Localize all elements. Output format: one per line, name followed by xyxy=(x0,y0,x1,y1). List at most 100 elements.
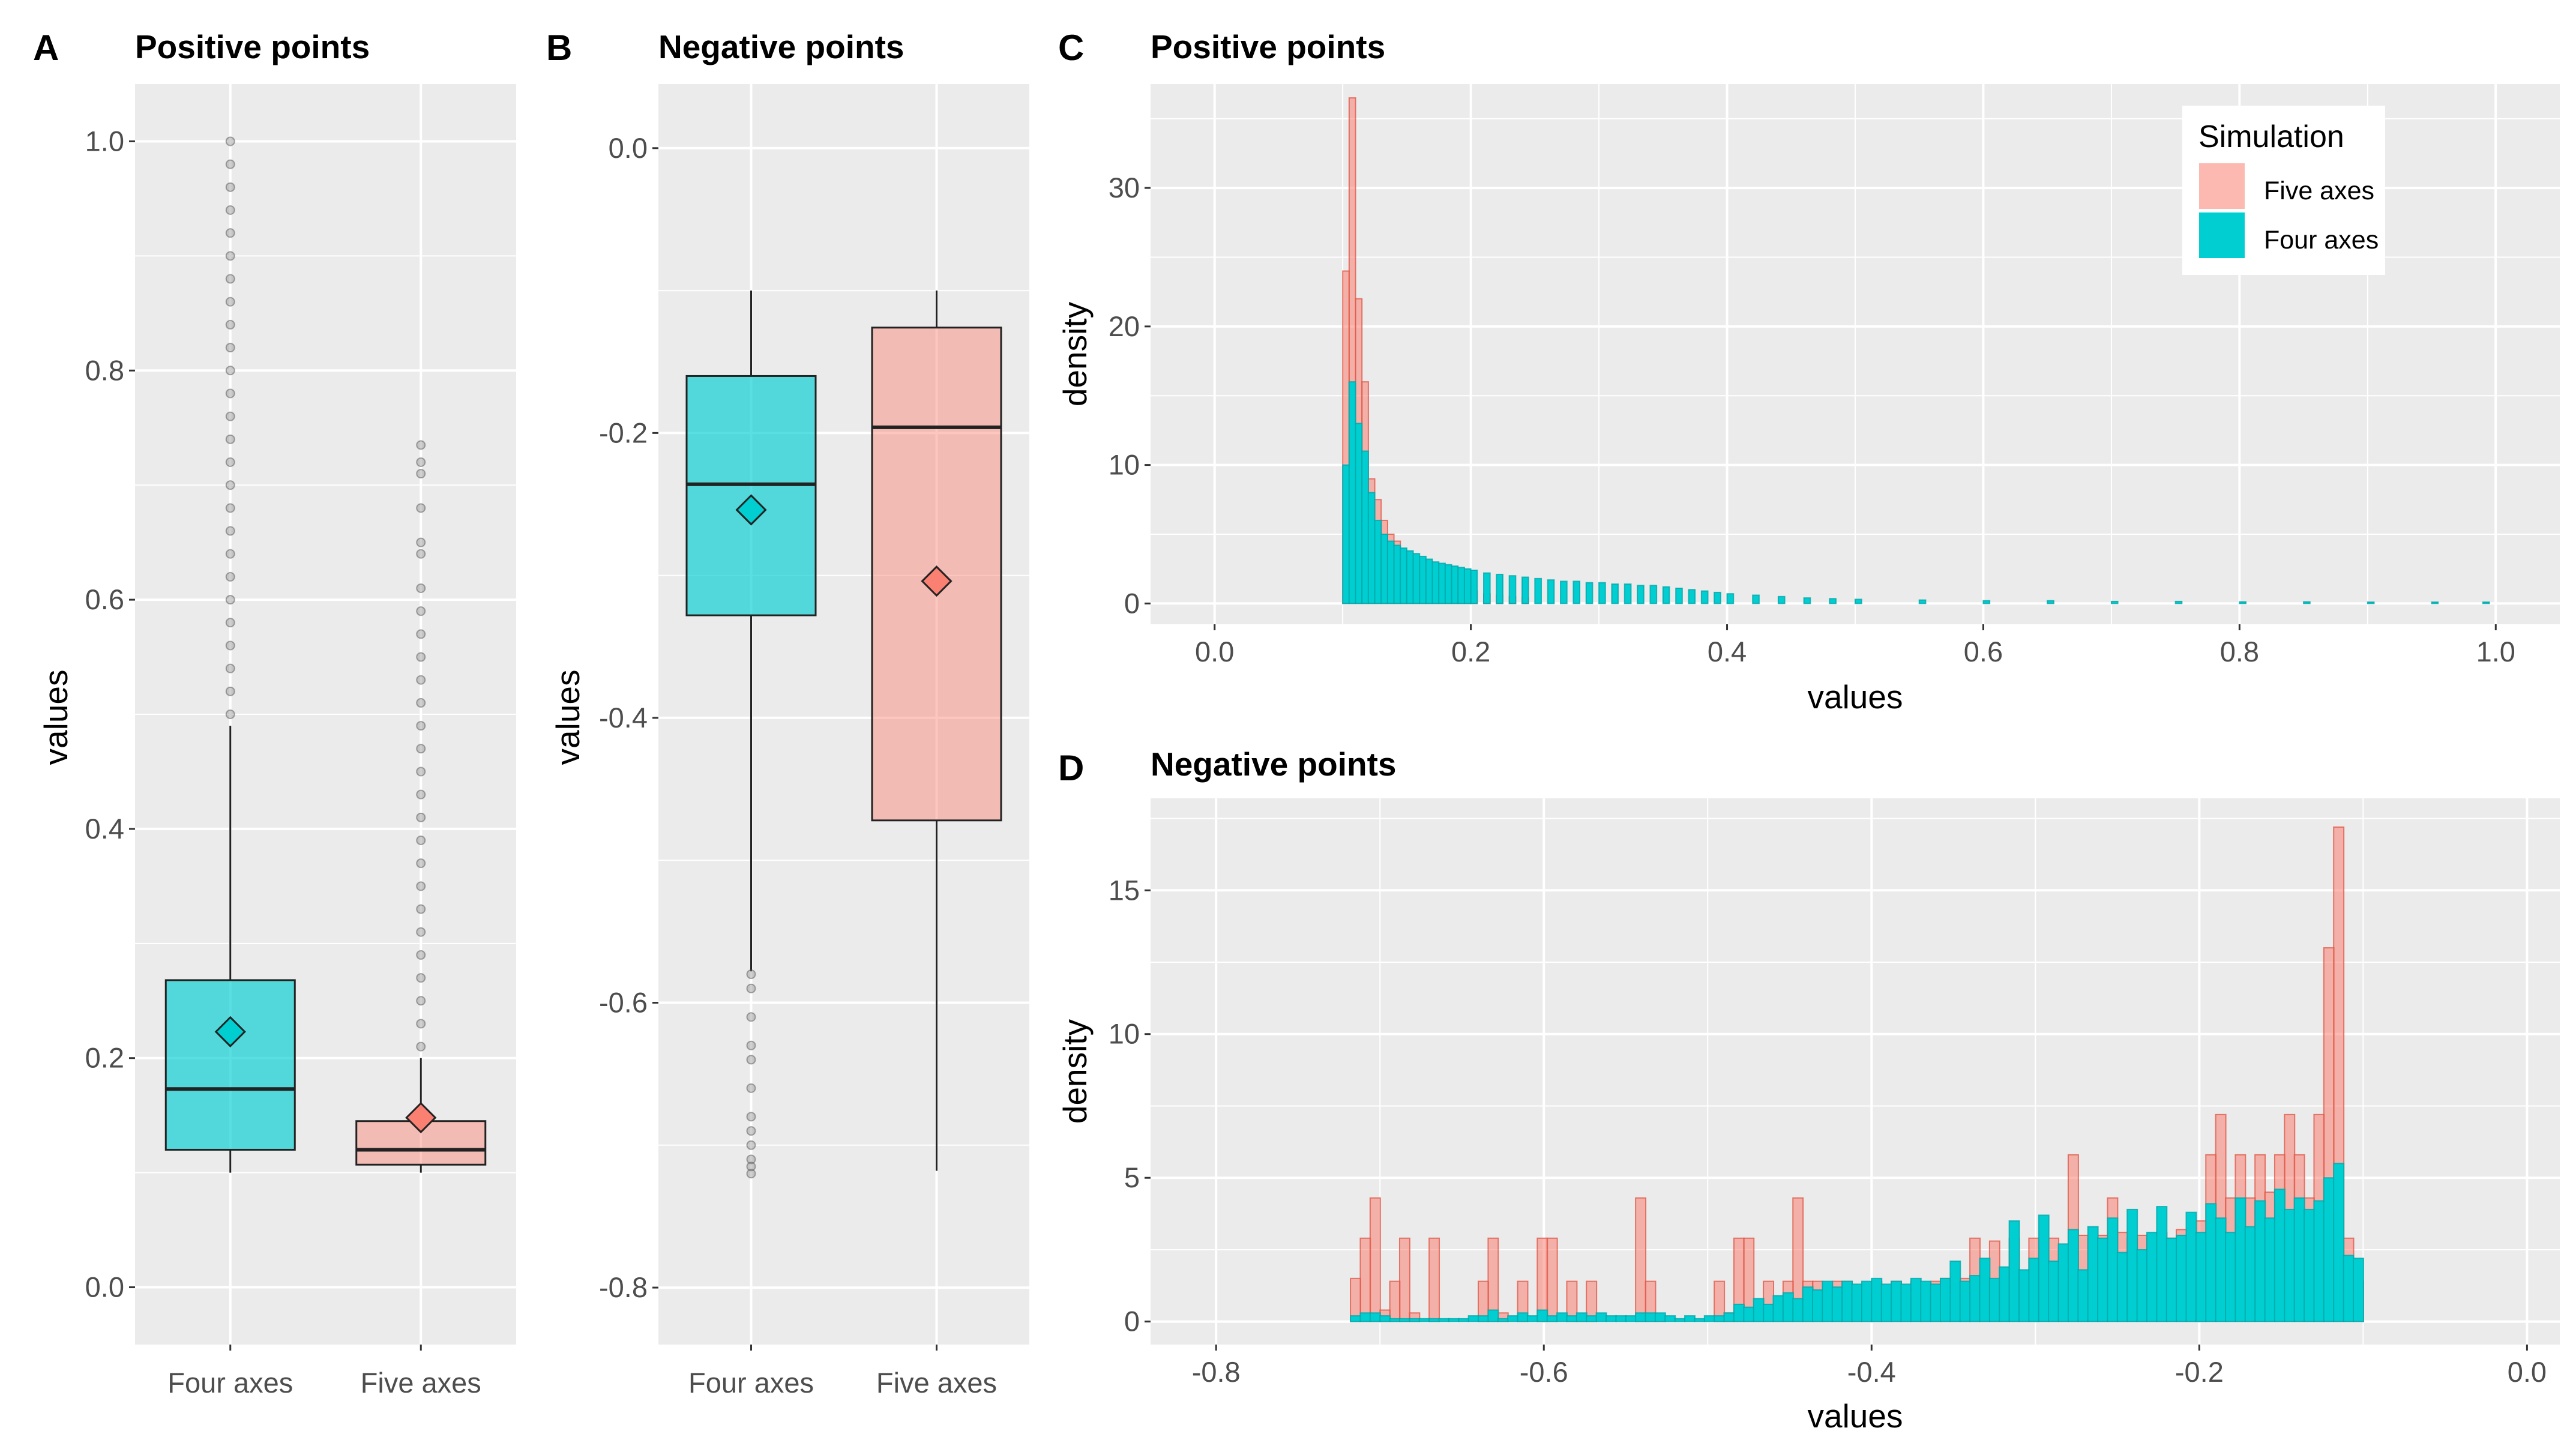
histogram-bar-four-axes xyxy=(1611,583,1619,604)
histogram-bar-four-axes xyxy=(1367,492,1376,604)
histogram-bar-four-axes xyxy=(1496,573,1504,604)
histogram-bar-four-axes xyxy=(2126,1208,2138,1322)
histogram-bar-four-axes xyxy=(1419,555,1427,604)
outlier-point-four-axes xyxy=(746,1040,756,1050)
outlier-point-four-axes xyxy=(225,274,235,284)
histogram-bar-four-axes xyxy=(2254,1200,2266,1322)
mean-marker-five-axes xyxy=(405,1101,437,1134)
outlier-point-four-axes xyxy=(225,182,235,192)
box-four-axes xyxy=(164,979,296,1151)
y-tick-label: 0.8 xyxy=(85,354,124,386)
outlier-point-four-axes xyxy=(225,434,235,444)
y-axis-label-a: values xyxy=(37,670,74,765)
histogram-bar-four-axes xyxy=(1380,534,1388,604)
histogram-bar-four-axes xyxy=(1546,1315,1558,1322)
outlier-point-five-axes xyxy=(416,858,426,869)
histogram-bar-four-axes xyxy=(1406,550,1414,604)
histogram-bar-four-axes xyxy=(1615,1315,1627,1322)
histogram-bar-five-axes xyxy=(1359,1237,1371,1322)
histogram-bar-four-axes xyxy=(1521,576,1529,604)
histogram-bar-five-axes xyxy=(1389,1280,1401,1322)
histogram-bar-four-axes xyxy=(1448,1318,1460,1322)
outlier-point-four-axes xyxy=(746,1140,756,1150)
outlier-point-four-axes xyxy=(225,159,235,169)
outlier-point-five-axes xyxy=(416,721,426,731)
histogram-bar-four-axes xyxy=(1674,1318,1686,1322)
x-tick-label: 0.0 xyxy=(2508,1356,2547,1388)
y-tick-label: -0.2 xyxy=(599,417,648,448)
histogram-bar-four-axes xyxy=(1988,1277,2000,1322)
histogram-bar-four-axes xyxy=(1497,1318,1509,1322)
histogram-bar-four-axes xyxy=(2215,1217,2227,1322)
histogram-bar-four-axes xyxy=(1355,423,1363,604)
outlier-point-five-axes xyxy=(416,503,426,513)
outlier-point-four-axes xyxy=(225,595,235,605)
outlier-point-five-axes xyxy=(416,767,426,777)
histogram-bar-four-axes xyxy=(2234,1197,2246,1322)
outlier-point-four-axes xyxy=(225,618,235,628)
histogram-bar-four-axes xyxy=(2048,1261,2060,1322)
histogram-bar-four-axes xyxy=(2156,1206,2168,1322)
outlier-point-four-axes xyxy=(746,1161,756,1172)
outlier-point-five-axes xyxy=(416,996,426,1006)
histogram-bar-four-axes xyxy=(1752,594,1760,604)
histogram-bar-four-axes xyxy=(2057,1243,2069,1322)
histogram-bar-four-axes xyxy=(2018,1269,2030,1322)
histogram-bar-four-axes xyxy=(1802,1286,1814,1322)
y-tick-label: 0.0 xyxy=(85,1271,124,1303)
histogram-bar-five-axes xyxy=(1635,1197,1647,1322)
histogram-bar-four-axes xyxy=(1714,591,1721,604)
x-tick-label: 1.0 xyxy=(2476,636,2515,667)
y-axis-label-d: density xyxy=(1056,1019,1094,1124)
histogram-bar-four-axes xyxy=(1949,1261,1961,1322)
legend-label-five-axes: Five axes xyxy=(2264,176,2374,205)
histogram-bar-four-axes xyxy=(1444,564,1452,604)
histogram-bar-four-axes xyxy=(1662,586,1670,604)
outlier-point-five-axes xyxy=(416,469,426,479)
histogram-bar-four-axes xyxy=(2038,1214,2050,1322)
outlier-point-four-axes xyxy=(225,136,235,146)
histogram-bar-four-axes xyxy=(1458,1318,1470,1322)
histogram-bar-four-axes xyxy=(1398,1318,1410,1322)
histogram-bar-four-axes xyxy=(2205,1203,2217,1322)
histogram-bar-four-axes xyxy=(1918,599,1927,604)
histogram-bar-four-axes xyxy=(2333,1163,2345,1322)
outlier-point-five-axes xyxy=(416,836,426,845)
outlier-point-four-axes xyxy=(746,1126,756,1136)
outlier-point-four-axes xyxy=(225,228,235,238)
histogram-bar-four-axes xyxy=(2185,1211,2197,1322)
panel-c: 0 10 20 30 0.0 0.2 0.4 0.6 0.8 1.0 C Positive point… xyxy=(1056,28,2560,715)
histogram-bar-four-axes xyxy=(1637,585,1645,604)
histogram-bar-four-axes xyxy=(2174,600,2183,604)
histogram-bar-four-axes xyxy=(2304,1208,2316,1322)
y-tick-label: 15 xyxy=(1109,874,1140,906)
panel-label-a: A xyxy=(33,28,59,68)
outlier-point-four-axes xyxy=(225,319,235,330)
histogram-bar-four-axes xyxy=(1851,1283,1863,1322)
histogram-bar-four-axes xyxy=(1438,1318,1450,1322)
histogram-bar-four-axes xyxy=(1585,582,1593,604)
histogram-bar-four-axes xyxy=(2482,601,2490,604)
histogram-bar-four-axes xyxy=(1409,1318,1421,1322)
x-tick-label: -0.8 xyxy=(1192,1356,1241,1388)
x-tick-label: 0.4 xyxy=(1708,636,1747,667)
outlier-point-five-axes xyxy=(416,1019,426,1029)
histogram-bar-four-axes xyxy=(1389,1318,1401,1322)
x-tick-label-four-axes: Four axes xyxy=(167,1367,293,1399)
histogram-bar-four-axes xyxy=(1560,580,1568,604)
histogram-bar-four-axes xyxy=(1598,582,1606,604)
panel-d: 0 5 10 15 -0.8 -0.6 -0.4 -0.2 0.0 D Negative point… xyxy=(1056,746,2560,1435)
histogram-bar-four-axes xyxy=(2107,1217,2119,1322)
histogram-bar-four-axes xyxy=(1482,572,1491,604)
plot-background xyxy=(658,84,1029,1345)
histogram-bar-four-axes xyxy=(1536,1309,1548,1322)
outlier-point-five-axes xyxy=(416,583,426,593)
outlier-point-four-axes xyxy=(746,969,756,980)
outlier-point-five-axes xyxy=(416,549,426,559)
histogram-bar-four-axes xyxy=(2323,1177,2335,1322)
histogram-bar-four-axes xyxy=(1910,1277,1922,1322)
outlier-point-four-axes xyxy=(746,1055,756,1065)
histogram-bar-four-axes xyxy=(1733,1303,1745,1322)
outlier-point-four-axes xyxy=(225,526,235,536)
x-axis-label-d: values xyxy=(1808,1397,1903,1435)
